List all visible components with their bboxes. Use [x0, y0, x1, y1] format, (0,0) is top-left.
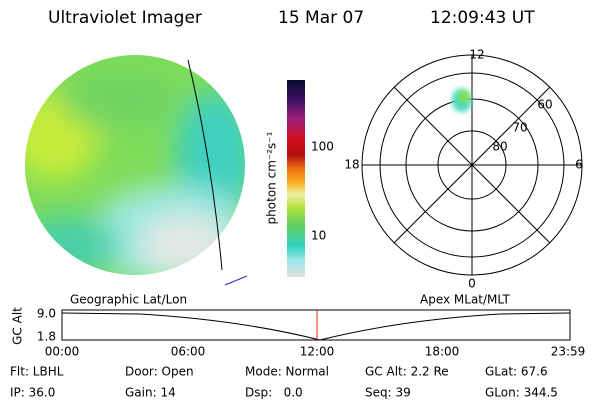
orbit-y-label: GC Alt — [11, 307, 25, 345]
info-field: Seq: 39 — [365, 386, 411, 400]
info-field: GLon: 344.5 — [485, 386, 558, 400]
colorbar-tick: 100 — [311, 140, 334, 154]
title: Ultraviolet Imager — [48, 8, 202, 28]
orbit-right-label: Apex MLat/MLT — [420, 293, 510, 307]
orbit-x-tick: 06:00 — [171, 345, 206, 359]
info-field: Dsp: 0.0 — [245, 386, 303, 400]
terminator — [187, 59, 223, 271]
info-field: GLat: 67.6 — [485, 365, 548, 379]
info-field: Mode: Normal — [245, 365, 329, 379]
orbit-x-tick: 12:00 — [300, 345, 335, 359]
auroral-spot — [452, 88, 472, 112]
date: 15 Mar 07 — [278, 8, 364, 28]
orbit-left-label: Geographic Lat/Lon — [70, 293, 187, 307]
orbit-x-tick: 00:00 — [45, 345, 80, 359]
mlt-label: 18 — [344, 158, 359, 172]
info-field: Flt: LBHL — [10, 365, 64, 379]
info-panel: Flt: LBHL Door: Open Mode: Normal GC Alt: 2… — [10, 365, 558, 400]
orbit-y-tick: 1.8 — [37, 330, 56, 344]
info-field: IP: 36.0 — [10, 386, 55, 400]
polar-grid — [361, 54, 583, 276]
lat-label: 60 — [537, 98, 552, 112]
mlt-label: 6 — [575, 158, 583, 172]
orbit-x-tick: 23:59 — [551, 345, 586, 359]
mlt-label: 12 — [469, 48, 484, 62]
orbit-altitude — [61, 312, 571, 341]
info-field: Gain: 14 — [125, 386, 176, 400]
info-field: GC Alt: 2.2 Re — [365, 365, 449, 379]
track — [224, 275, 248, 286]
colorbar — [287, 80, 305, 277]
orbit-x-tick: 18:00 — [425, 345, 460, 359]
info-field: Door: Open — [125, 365, 194, 379]
lat-label: 70 — [512, 121, 527, 135]
colorbar-tick: 10 — [311, 229, 326, 243]
orbit-y-tick: 9.0 — [37, 307, 56, 321]
mlt-label: 0 — [468, 277, 476, 291]
colorbar-label: photon cm⁻²s⁻¹ — [265, 131, 279, 224]
orbit-frame — [61, 309, 571, 341]
time: 12:09:43 UT — [430, 8, 535, 28]
lat-label: 80 — [492, 140, 507, 154]
uv-image — [25, 55, 245, 275]
